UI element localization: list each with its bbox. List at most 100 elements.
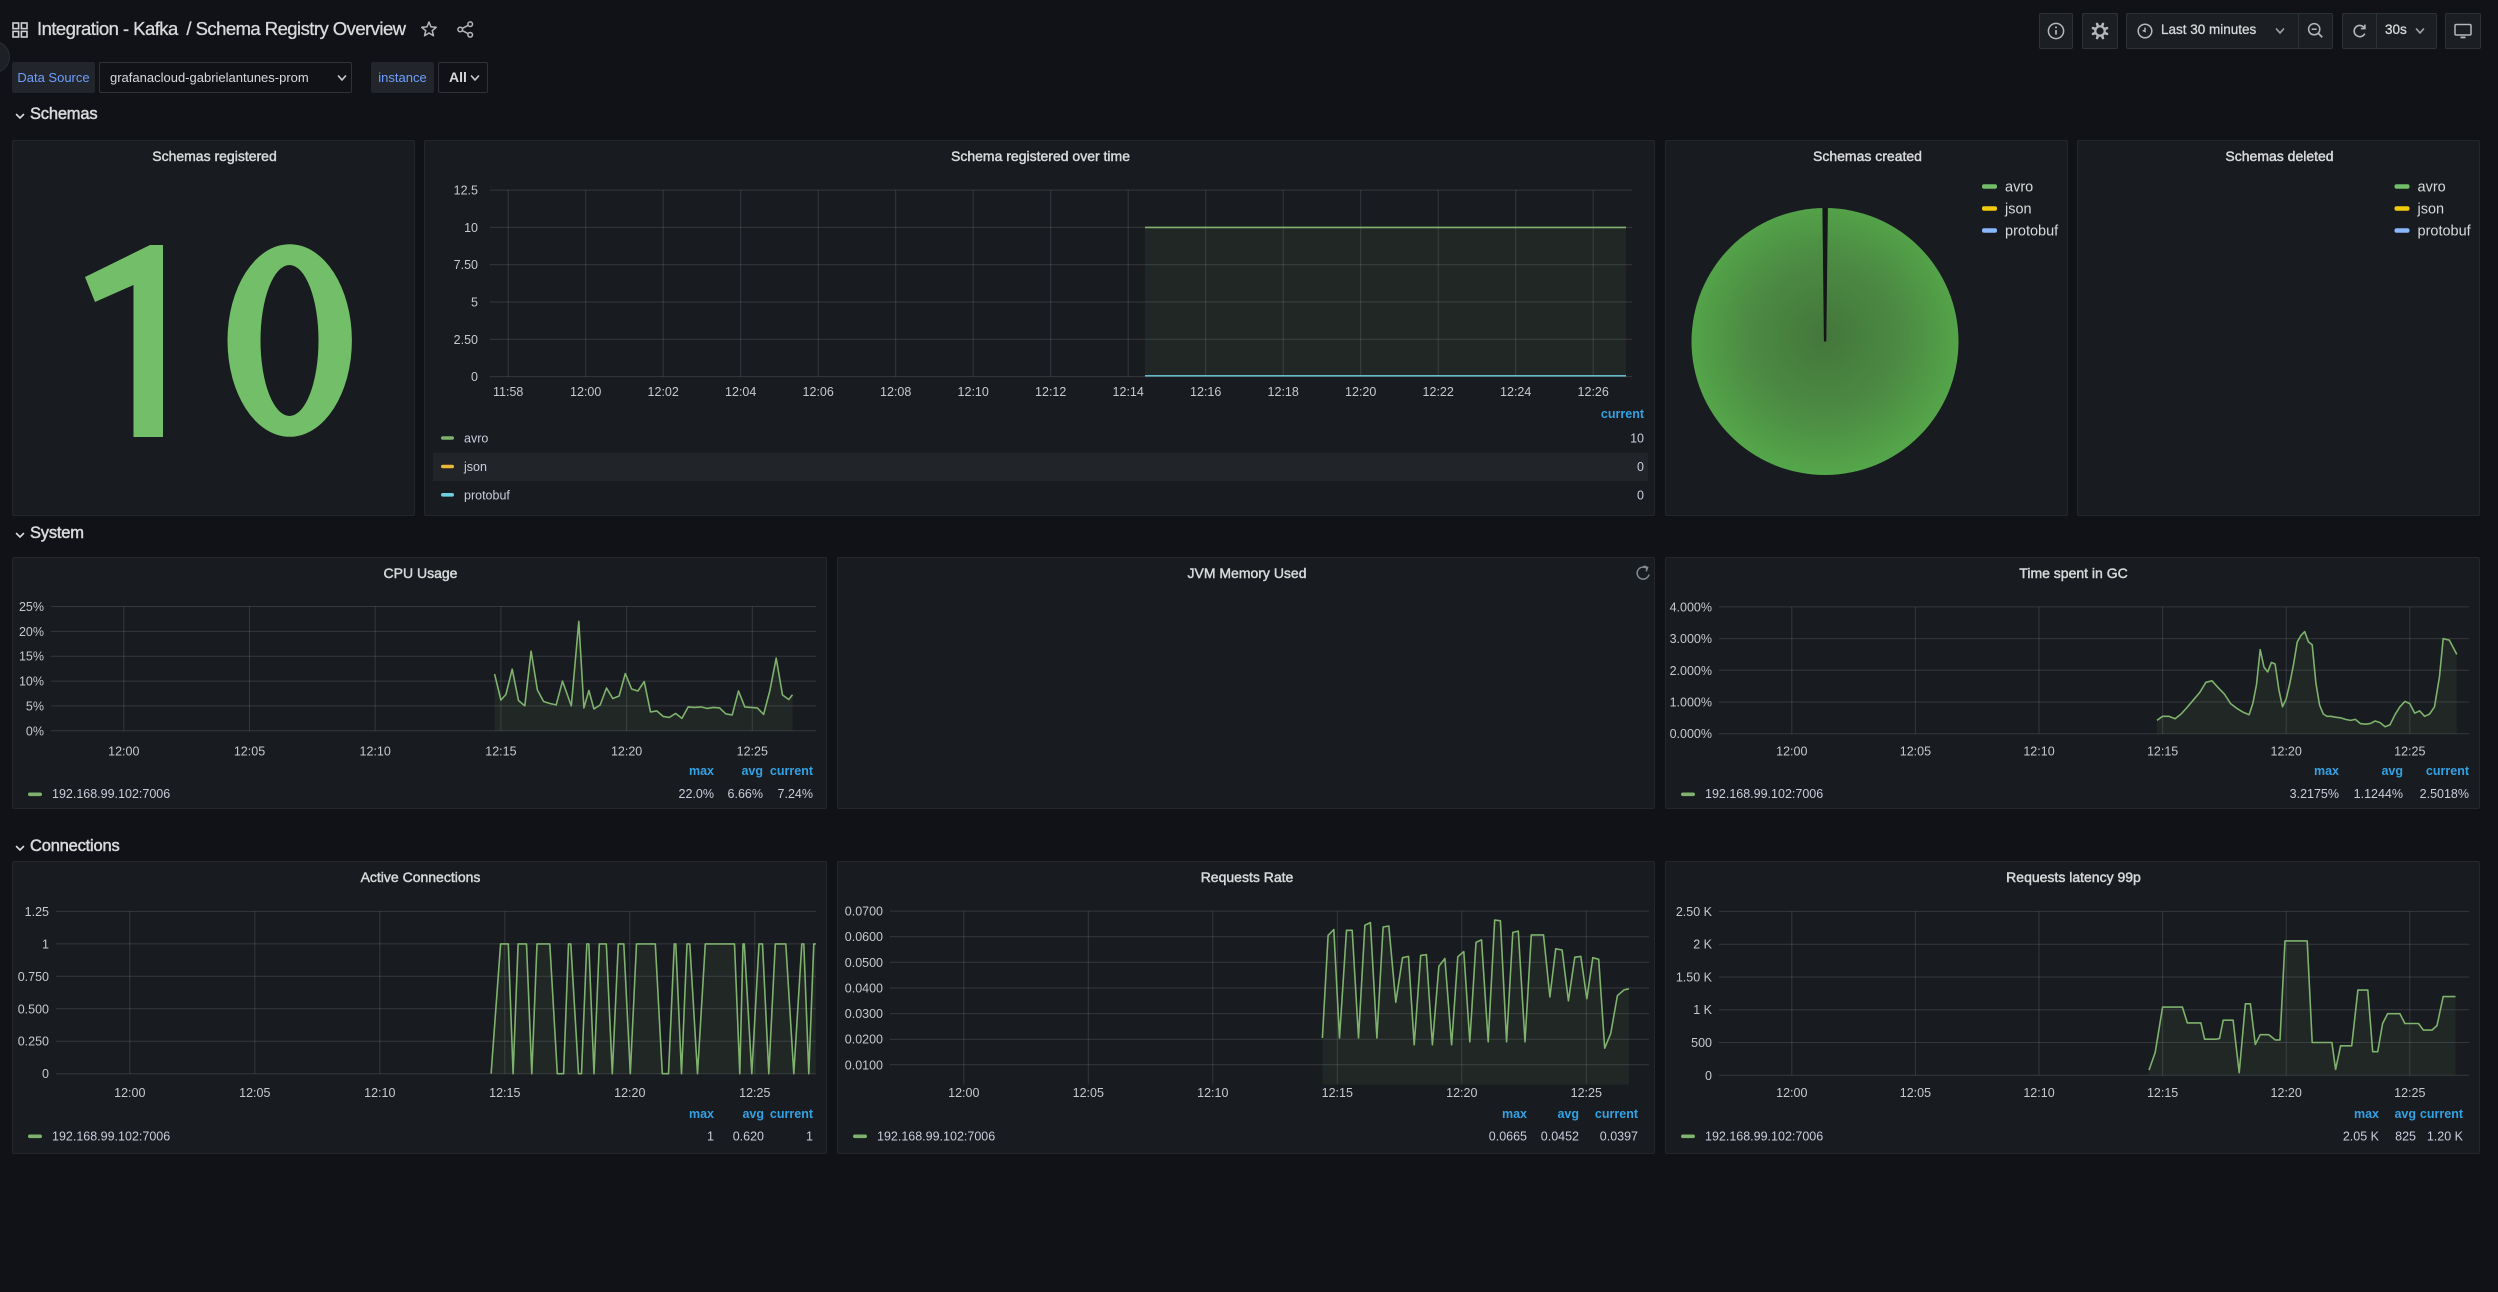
svg-text:0: 0 (1637, 460, 1644, 474)
svg-text:12:05: 12:05 (1900, 1086, 1931, 1100)
svg-text:12:10: 12:10 (2023, 745, 2054, 759)
svg-text:12:22: 12:22 (1423, 385, 1454, 399)
svg-text:12.5: 12.5 (454, 184, 478, 198)
svg-text:avg: avg (1557, 1107, 1579, 1121)
svg-text:7.24%: 7.24% (778, 787, 813, 801)
svg-text:192.168.99.102:7006: 192.168.99.102:7006 (1705, 1130, 1823, 1144)
svg-text:25%: 25% (19, 600, 44, 614)
svg-text:12:14: 12:14 (1113, 385, 1144, 399)
svg-text:10: 10 (1630, 432, 1644, 446)
svg-text:current: current (770, 764, 814, 778)
svg-text:5: 5 (471, 296, 478, 310)
svg-text:12:00: 12:00 (1776, 1086, 1807, 1100)
svg-text:0.0700: 0.0700 (845, 905, 883, 919)
svg-text:1.25: 1.25 (25, 905, 49, 919)
svg-text:avg: avg (742, 1107, 764, 1121)
svg-text:0: 0 (471, 370, 478, 384)
svg-text:3.000%: 3.000% (1670, 632, 1712, 646)
svg-text:2.05 K: 2.05 K (2343, 1130, 2380, 1144)
svg-text:12:04: 12:04 (725, 385, 756, 399)
svg-text:12:10: 12:10 (958, 385, 989, 399)
svg-text:avro: avro (2418, 180, 2446, 196)
svg-text:1 K: 1 K (1693, 1003, 1712, 1017)
svg-text:1.1244%: 1.1244% (2354, 787, 2403, 801)
svg-text:15%: 15% (19, 650, 44, 664)
svg-text:protobuf: protobuf (464, 488, 510, 502)
svg-text:avro: avro (2005, 180, 2033, 196)
svg-text:2.50 K: 2.50 K (1676, 905, 1713, 919)
svg-text:12:25: 12:25 (1571, 1086, 1602, 1100)
svg-text:12:00: 12:00 (114, 1086, 145, 1100)
svg-text:avro: avro (464, 432, 488, 446)
svg-text:current: current (2420, 1107, 2464, 1121)
svg-text:0.0452: 0.0452 (1541, 1130, 1579, 1144)
svg-text:avg: avg (741, 764, 763, 778)
svg-text:12:00: 12:00 (108, 745, 139, 759)
svg-text:2.50: 2.50 (454, 333, 478, 347)
svg-text:12:25: 12:25 (2394, 745, 2425, 759)
svg-text:0: 0 (42, 1067, 49, 1081)
svg-text:12:00: 12:00 (570, 385, 601, 399)
svg-text:12:05: 12:05 (1073, 1086, 1104, 1100)
svg-text:12:20: 12:20 (1446, 1086, 1477, 1100)
svg-text:11:58: 11:58 (493, 385, 523, 399)
svg-text:12:15: 12:15 (2147, 1086, 2178, 1100)
svg-text:2 K: 2 K (1693, 938, 1712, 952)
svg-text:0.0397: 0.0397 (1600, 1130, 1638, 1144)
svg-text:12:20: 12:20 (2271, 1086, 2302, 1100)
svg-text:12:10: 12:10 (2023, 1086, 2054, 1100)
svg-text:12:12: 12:12 (1035, 385, 1066, 399)
svg-text:12:20: 12:20 (611, 745, 642, 759)
svg-text:12:25: 12:25 (739, 1086, 770, 1100)
svg-text:12:24: 12:24 (1500, 385, 1531, 399)
svg-text:12:18: 12:18 (1268, 385, 1299, 399)
svg-text:12:16: 12:16 (1190, 385, 1221, 399)
svg-text:12:15: 12:15 (489, 1086, 520, 1100)
svg-text:500: 500 (1691, 1036, 1712, 1050)
svg-text:avg: avg (2381, 764, 2403, 778)
svg-text:12:20: 12:20 (1345, 385, 1376, 399)
svg-text:12:00: 12:00 (948, 1086, 979, 1100)
svg-text:0.000%: 0.000% (1670, 727, 1712, 741)
svg-text:protobuf: protobuf (2418, 224, 2472, 240)
svg-text:0.0200: 0.0200 (845, 1033, 883, 1047)
svg-text:1.000%: 1.000% (1670, 696, 1712, 710)
svg-text:12:15: 12:15 (485, 745, 516, 759)
svg-text:Schemas created: Schemas created (1813, 148, 1922, 164)
svg-text:0.0100: 0.0100 (845, 1058, 883, 1072)
svg-text:192.168.99.102:7006: 192.168.99.102:7006 (52, 787, 170, 801)
svg-text:0: 0 (1705, 1069, 1712, 1083)
svg-text:Schema registered over time: Schema registered over time (951, 148, 1130, 164)
svg-text:0.500: 0.500 (18, 1002, 49, 1016)
svg-text:1.20 K: 1.20 K (2427, 1130, 2464, 1144)
svg-text:12:05: 12:05 (1900, 745, 1931, 759)
svg-text:12:10: 12:10 (1197, 1086, 1228, 1100)
svg-text:7.50: 7.50 (454, 258, 478, 272)
svg-text:6.66%: 6.66% (728, 787, 763, 801)
svg-text:max: max (689, 1107, 714, 1121)
svg-text:current: current (1601, 407, 1645, 421)
svg-text:5%: 5% (26, 699, 44, 713)
svg-text:22.0%: 22.0% (679, 787, 714, 801)
svg-text:1.50 K: 1.50 K (1676, 971, 1713, 985)
svg-text:1: 1 (806, 1130, 813, 1144)
svg-text:12:08: 12:08 (880, 385, 911, 399)
svg-text:192.168.99.102:7006: 192.168.99.102:7006 (877, 1130, 995, 1144)
svg-text:json: json (2004, 202, 2032, 218)
svg-text:json: json (2417, 202, 2445, 218)
svg-text:current: current (2426, 764, 2470, 778)
svg-text:json: json (463, 460, 487, 474)
svg-text:3.2175%: 3.2175% (2290, 787, 2339, 801)
svg-text:12:05: 12:05 (234, 745, 265, 759)
svg-text:12:15: 12:15 (1322, 1086, 1353, 1100)
svg-text:Schemas registered: Schemas registered (152, 148, 277, 164)
svg-text:max: max (1502, 1107, 1527, 1121)
svg-text:12:20: 12:20 (614, 1086, 645, 1100)
svg-text:12:15: 12:15 (2147, 745, 2178, 759)
svg-text:20%: 20% (19, 625, 44, 639)
svg-text:1: 1 (707, 1130, 714, 1144)
svg-text:192.168.99.102:7006: 192.168.99.102:7006 (52, 1130, 170, 1144)
svg-text:12:06: 12:06 (803, 385, 834, 399)
svg-text:0.750: 0.750 (18, 970, 49, 984)
svg-text:0.0300: 0.0300 (845, 1007, 883, 1021)
